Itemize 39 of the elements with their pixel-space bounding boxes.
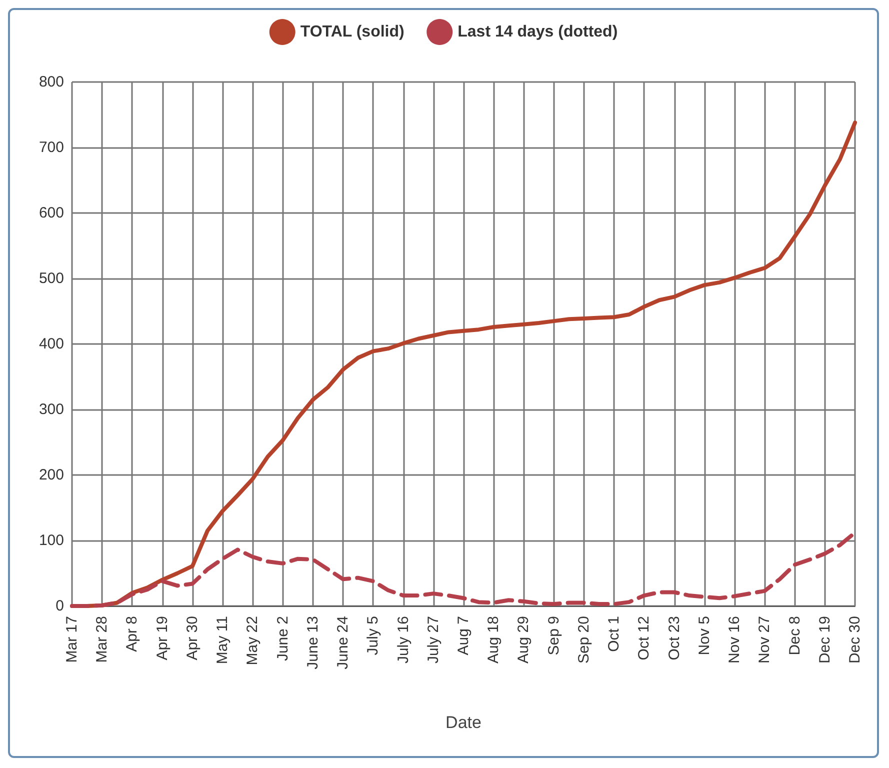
x-tick-label: Sep 20 [575,616,592,664]
x-tick-label: Apr 30 [184,616,201,660]
y-tick-label: 400 [38,336,64,352]
x-tick-label: Aug 7 [455,616,472,656]
x-tick-label: Apr 8 [124,616,141,652]
x-tick-label: Nov 27 [756,616,774,664]
x-tick-label: Dec 8 [786,616,804,656]
legend-label: Last 14 days (dotted) [458,24,618,40]
x-tick-label: July 16 [394,616,412,664]
x-tick-label: Apr 19 [154,616,171,660]
x-tick-label: Mar 28 [94,616,111,663]
y-tick-label: 200 [38,466,64,484]
x-tick-label: Dec 19 [816,616,834,664]
x-tick-label: Oct 1 [606,616,623,652]
x-tick-label: Oct 23 [666,616,683,660]
y-tick-label: 300 [38,401,64,418]
x-tick-label: Nov 5 [696,616,713,656]
x-tick-label: July 5 [364,616,382,656]
y-tick-label: 700 [38,139,64,156]
x-tick-label: Dec 30 [846,616,864,664]
x-tick-label: Sep 9 [545,616,562,656]
x-tick-label: June 13 [304,616,322,670]
y-tick-label: 600 [38,204,64,222]
x-tick-label: Mar 17 [64,616,80,663]
x-tick-label: June 2 [274,616,292,662]
x-tick-label: May 22 [244,616,262,666]
x-tick-label: Oct 12 [636,616,653,660]
x-tick-label: Aug 29 [515,616,532,664]
y-tick-label: 0 [56,598,64,614]
x-tick-label: Aug 18 [485,616,502,664]
x-tick-label: June 24 [334,616,352,670]
x-tick-label: Nov 16 [726,616,744,664]
y-tick-label: 100 [38,532,64,549]
y-tick-label: 500 [38,270,64,287]
x-tick-label: May 11 [214,616,232,664]
x-tick-label: July 27 [424,616,442,664]
legend-label: TOTAL (solid) [300,24,404,40]
y-tick-label: 800 [38,74,64,90]
x-axis-title: Date [446,713,482,732]
